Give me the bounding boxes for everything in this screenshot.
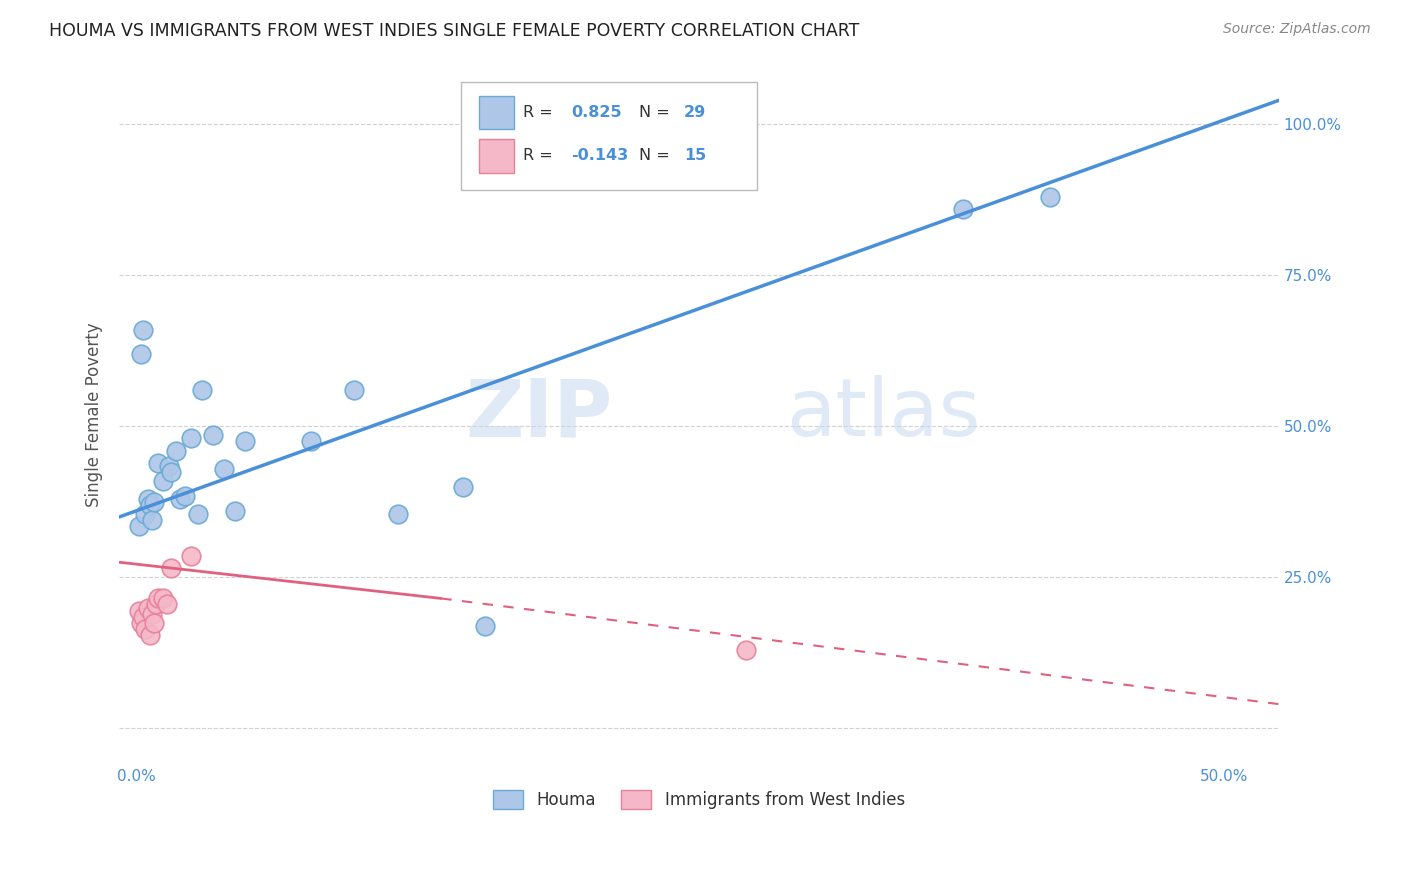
Point bbox=[136, 600, 159, 615]
FancyBboxPatch shape bbox=[479, 139, 513, 173]
Text: ZIP: ZIP bbox=[465, 376, 612, 453]
Point bbox=[157, 458, 180, 473]
Point bbox=[387, 507, 409, 521]
Point bbox=[134, 507, 156, 521]
Point bbox=[132, 323, 155, 337]
Point bbox=[173, 489, 195, 503]
Point bbox=[451, 480, 474, 494]
Point bbox=[343, 383, 366, 397]
Point bbox=[201, 428, 224, 442]
Point bbox=[134, 622, 156, 636]
Text: N =: N = bbox=[638, 105, 675, 120]
Text: Source: ZipAtlas.com: Source: ZipAtlas.com bbox=[1223, 22, 1371, 37]
Text: 29: 29 bbox=[685, 105, 706, 120]
Point bbox=[138, 628, 160, 642]
Point bbox=[299, 434, 322, 449]
Point bbox=[129, 615, 152, 630]
Point bbox=[152, 474, 174, 488]
Point bbox=[952, 202, 974, 216]
Text: HOUMA VS IMMIGRANTS FROM WEST INDIES SINGLE FEMALE POVERTY CORRELATION CHART: HOUMA VS IMMIGRANTS FROM WEST INDIES SIN… bbox=[49, 22, 859, 40]
Point bbox=[165, 443, 187, 458]
Text: 15: 15 bbox=[685, 148, 706, 163]
Point bbox=[129, 347, 152, 361]
Point bbox=[1039, 190, 1062, 204]
Point bbox=[132, 609, 155, 624]
Point bbox=[148, 591, 170, 606]
Point bbox=[141, 607, 163, 621]
Point bbox=[169, 491, 191, 506]
Text: R =: R = bbox=[523, 105, 558, 120]
Point bbox=[224, 504, 246, 518]
Point bbox=[180, 432, 202, 446]
Point bbox=[212, 461, 235, 475]
Point bbox=[187, 507, 209, 521]
Point bbox=[143, 495, 166, 509]
Point bbox=[160, 465, 183, 479]
Point bbox=[191, 383, 214, 397]
Text: -0.143: -0.143 bbox=[571, 148, 628, 163]
Text: 0.825: 0.825 bbox=[571, 105, 623, 120]
Point bbox=[138, 498, 160, 512]
Legend: Houma, Immigrants from West Indies: Houma, Immigrants from West Indies bbox=[486, 783, 911, 815]
Point bbox=[156, 598, 179, 612]
Point bbox=[160, 561, 183, 575]
FancyBboxPatch shape bbox=[461, 81, 756, 190]
Point bbox=[148, 456, 170, 470]
Text: atlas: atlas bbox=[786, 376, 980, 453]
Point bbox=[128, 603, 150, 617]
Point bbox=[235, 434, 257, 449]
Point bbox=[141, 513, 163, 527]
Point bbox=[180, 549, 202, 564]
Point bbox=[474, 618, 496, 632]
Point bbox=[136, 491, 159, 506]
Point bbox=[734, 642, 756, 657]
Y-axis label: Single Female Poverty: Single Female Poverty bbox=[86, 322, 103, 507]
Text: R =: R = bbox=[523, 148, 558, 163]
Point bbox=[145, 598, 167, 612]
Point bbox=[152, 591, 174, 606]
Point bbox=[143, 615, 166, 630]
Text: N =: N = bbox=[638, 148, 675, 163]
FancyBboxPatch shape bbox=[479, 95, 513, 129]
Point bbox=[128, 519, 150, 533]
